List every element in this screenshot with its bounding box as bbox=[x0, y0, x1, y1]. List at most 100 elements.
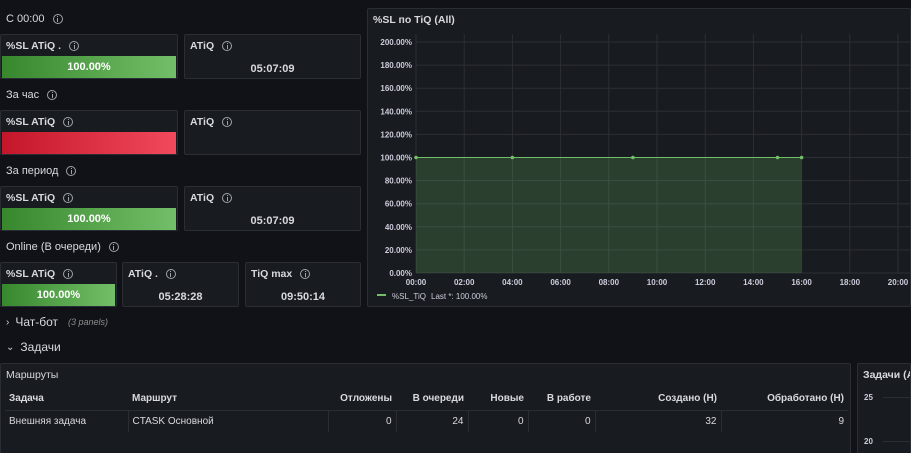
x-tick-label: 10:00 bbox=[647, 278, 668, 287]
x-tick-label: 12:00 bbox=[695, 278, 716, 287]
info-icon[interactable] bbox=[222, 117, 233, 127]
row-chatbot-panels: (3 panels) bbox=[68, 317, 109, 327]
row-title-c0000[interactable]: С 00:00 bbox=[6, 13, 63, 25]
info-icon[interactable] bbox=[47, 90, 58, 100]
stat-value: 100.00% bbox=[2, 284, 115, 306]
stat-value: 05:07:09 bbox=[250, 63, 295, 75]
info-icon[interactable] bbox=[69, 41, 80, 51]
column-header[interactable]: Маршрут bbox=[128, 388, 328, 411]
data-point[interactable] bbox=[799, 155, 804, 160]
stat-panel-sl-atiq-2[interactable]: %SL ATiQ bbox=[0, 110, 178, 155]
column-header[interactable]: Обработано (Н) bbox=[721, 388, 848, 411]
grid-line bbox=[883, 397, 910, 398]
x-tick-label: 20:00 bbox=[888, 278, 909, 287]
info-icon[interactable] bbox=[66, 166, 77, 176]
info-icon[interactable] bbox=[52, 14, 63, 24]
legend-label[interactable]: %SL_TiQ bbox=[392, 292, 426, 301]
table-cell: 9 bbox=[838, 415, 844, 427]
y-tick-label: 140.00% bbox=[380, 107, 412, 116]
info-icon[interactable] bbox=[165, 269, 176, 279]
grid-line bbox=[883, 441, 910, 442]
column-header[interactable]: Создано (Н) bbox=[595, 388, 721, 411]
row-title-label: С 00:00 bbox=[6, 13, 45, 25]
stat-value: 05:28:28 bbox=[158, 291, 203, 303]
info-icon[interactable] bbox=[63, 117, 74, 127]
y-tick-label: 160.00% bbox=[380, 84, 412, 93]
chevron-right-icon: › bbox=[6, 316, 10, 328]
x-tick-label: 08:00 bbox=[599, 278, 620, 287]
panel-title: TiQ max bbox=[251, 268, 311, 280]
legend-stat: Last *: 100.00% bbox=[431, 292, 487, 301]
stat-value: 100.00% bbox=[2, 208, 176, 230]
data-point[interactable] bbox=[414, 155, 418, 160]
y-tick-label: 20.00% bbox=[385, 246, 412, 255]
table-cell: 0 bbox=[328, 410, 397, 432]
y-tick-label: 80.00% bbox=[385, 177, 412, 186]
row-title-label: Online (В очереди) bbox=[6, 241, 101, 253]
panel-title: %SL по TiQ (All) bbox=[373, 14, 455, 26]
table-cell: 24 bbox=[396, 410, 469, 432]
panel-title: Задачи (All) bbox=[863, 369, 910, 381]
table-cell: 0 bbox=[528, 410, 596, 432]
routes-table-panel[interactable]: Маршруты Задача Маршрут Отложены В очере… bbox=[0, 363, 851, 453]
stat-panel-sl-atiq-1[interactable]: %SL ATiQ . 100.00% bbox=[0, 34, 178, 79]
row-title-hour[interactable]: За час bbox=[6, 89, 58, 101]
x-tick-label: 18:00 bbox=[840, 278, 861, 287]
info-icon[interactable] bbox=[63, 269, 74, 279]
row-tasks-title: Задачи bbox=[20, 340, 61, 354]
x-tick-label: 14:00 bbox=[743, 278, 764, 287]
stat-panel-tiq-max[interactable]: TiQ max 09:50:14 bbox=[245, 262, 361, 307]
chart-panel-sl-tiq[interactable]: %SL по TiQ (All) 0.00% 20.00% 40.00% 60.00%… bbox=[367, 8, 911, 307]
y-tick-label: 100.00% bbox=[380, 154, 412, 163]
y-tick-label: 20 bbox=[864, 437, 873, 446]
row-title-label: За период bbox=[6, 165, 59, 177]
table-cell: 32 bbox=[595, 410, 722, 432]
y-tick-label: 60.00% bbox=[385, 200, 412, 209]
panel-title: ATiQ bbox=[190, 192, 233, 204]
row-tasks[interactable]: ⌄ Задачи bbox=[6, 340, 61, 354]
stat-value: 09:50:14 bbox=[280, 291, 326, 303]
table-cell: Внешняя задача bbox=[5, 410, 129, 432]
stat-panel-sl-atiq-4[interactable]: %SL ATiQ 100.00% bbox=[0, 262, 117, 307]
panel-title: %SL ATiQ . bbox=[6, 40, 80, 52]
sl-tiq-chart: 0.00% 20.00% 40.00% 60.00% 80.00% 100.00% 120.… bbox=[377, 34, 911, 301]
panel-title: ATiQ . bbox=[128, 268, 176, 280]
info-icon[interactable] bbox=[63, 193, 74, 203]
series-area bbox=[416, 157, 802, 273]
x-tick-label: 04:00 bbox=[502, 278, 523, 287]
stat-panel-atiq-3[interactable]: ATiQ 05:07:09 bbox=[184, 186, 361, 231]
info-icon[interactable] bbox=[300, 269, 311, 279]
column-header[interactable]: Отложены bbox=[328, 388, 396, 411]
tasks-all-panel[interactable]: Задачи (All) 25 20 bbox=[857, 363, 911, 453]
x-tick-label: 06:00 bbox=[550, 278, 571, 287]
column-header[interactable]: В очереди bbox=[396, 388, 468, 411]
info-icon[interactable] bbox=[222, 193, 233, 203]
table-row[interactable]: Внешняя задача CTASK Основной 0 24 0 0 3… bbox=[5, 410, 848, 432]
stat-panel-atiq-4[interactable]: ATiQ . 05:28:28 bbox=[122, 262, 239, 307]
table-cell: CTASK Основной bbox=[128, 410, 329, 432]
column-header[interactable]: В работе bbox=[528, 388, 595, 411]
data-point[interactable] bbox=[631, 155, 635, 160]
stat-panel-sl-atiq-3[interactable]: %SL ATiQ 100.00% bbox=[0, 186, 178, 231]
stat-value: 05:07:09 bbox=[250, 215, 295, 227]
data-point[interactable] bbox=[510, 155, 515, 160]
x-tick-label: 02:00 bbox=[454, 278, 475, 287]
y-tick-label: 25 bbox=[864, 393, 873, 402]
row-title-period[interactable]: За период bbox=[6, 165, 77, 177]
y-tick-label: 40.00% bbox=[385, 223, 412, 232]
row-chatbot[interactable]: › Чат-бот (3 panels) bbox=[6, 315, 108, 329]
routes-table: Задача Маршрут Отложены В очереди Новые … bbox=[5, 388, 848, 432]
info-icon[interactable] bbox=[222, 41, 233, 51]
row-title-online[interactable]: Online (В очереди) bbox=[6, 241, 119, 253]
stat-panel-atiq-2[interactable]: ATiQ bbox=[184, 110, 361, 155]
info-icon[interactable] bbox=[108, 242, 119, 252]
column-header[interactable]: Задача bbox=[5, 388, 128, 411]
stat-panel-atiq-1[interactable]: ATiQ 05:07:09 bbox=[184, 34, 361, 79]
column-header[interactable]: Новые bbox=[468, 388, 528, 411]
panel-title: %SL ATiQ bbox=[6, 116, 74, 128]
data-point[interactable] bbox=[775, 155, 780, 160]
chevron-down-icon: ⌄ bbox=[6, 341, 15, 353]
y-tick-label: 120.00% bbox=[380, 130, 412, 139]
y-tick-label: 180.00% bbox=[380, 61, 412, 70]
panel-title: Маршруты bbox=[6, 369, 59, 381]
